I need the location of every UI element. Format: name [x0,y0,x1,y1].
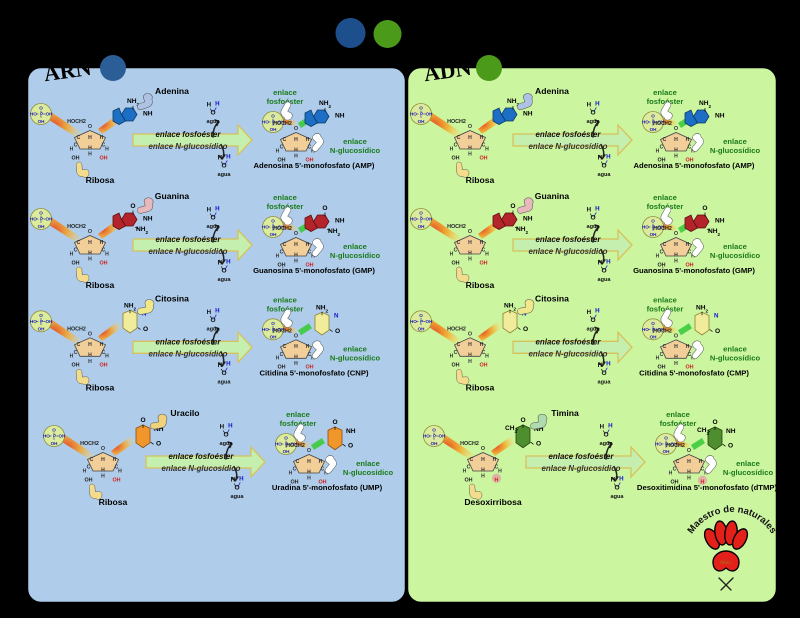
svg-text:Adenosina 5'-monofosfato (AMP): Adenosina 5'-monofosfato (AMP) [634,161,755,170]
svg-text:Ribosa: Ribosa [466,175,495,185]
svg-text:NH: NH [143,111,153,118]
svg-text:enlace: enlace [723,137,747,146]
svg-text:Ribosa: Ribosa [86,382,115,392]
svg-text:NH: NH [726,428,736,435]
svg-text:O: O [712,419,717,426]
svg-text:Ribosa: Ribosa [466,280,495,290]
svg-text:Citosina: Citosina [535,293,569,303]
svg-text:Desoxirribosa: Desoxirribosa [464,497,522,507]
svg-text:O: O [728,443,733,450]
svg-text:enlace fosfoéster: enlace fosfoéster [156,337,222,346]
svg-text:O: O [715,328,720,335]
svg-text:enlace N-glucosídico: enlace N-glucosídico [162,464,241,473]
svg-text:enlace: enlace [666,410,690,419]
svg-text:Guanina: Guanina [155,191,190,201]
svg-text:Uracilo: Uracilo [170,408,199,418]
svg-text:enlace: enlace [273,193,297,202]
svg-text:N-glucosídico: N-glucosídico [343,468,394,477]
svg-text:enlace: enlace [286,410,310,419]
svg-text:enlace: enlace [343,242,367,251]
svg-text:NH: NH [715,218,725,225]
svg-text:O: O [348,443,353,450]
svg-text:Ribosa: Ribosa [86,175,115,185]
svg-text:N-glucosídico: N-glucosídico [723,468,774,477]
svg-text:Uradina 5'-monofosfato (UMP): Uradina 5'-monofosfato (UMP) [272,483,383,492]
svg-text:Desoxitimidina 5'-monofosfato: Desoxitimidina 5'-monofosfato (dTMP) [637,483,778,492]
svg-text:O: O [702,205,707,212]
svg-text:N: N [714,312,719,319]
svg-text:NH: NH [335,218,345,225]
svg-text:N-glucosídico: N-glucosídico [330,251,381,260]
svg-text:enlace N-glucosídico: enlace N-glucosídico [542,464,621,473]
svg-text:enlace fosfoéster: enlace fosfoéster [156,130,222,139]
svg-text:Ribosa: Ribosa [86,280,115,290]
svg-text:O: O [536,441,541,448]
svg-text:Ribosa: Ribosa [99,497,128,507]
svg-text:Muhc: Muhc [719,560,733,566]
svg-text:Adenina: Adenina [155,86,189,96]
svg-text:Citidina 5'-monofosfato (CNP): Citidina 5'-monofosfato (CNP) [259,368,368,377]
svg-text:enlace N-glucosídico: enlace N-glucosídico [529,349,608,358]
svg-text:O: O [332,419,337,426]
svg-text:enlace: enlace [723,242,747,251]
svg-text:enlace N-glucosídico: enlace N-glucosídico [149,142,228,151]
svg-text:Guanosina 5'-monofosfato (GMP): Guanosina 5'-monofosfato (GMP) [253,266,375,275]
svg-text:NH: NH [523,111,533,118]
svg-text:O: O [520,417,525,424]
svg-text:enlace N-glucosídico: enlace N-glucosídico [529,142,608,151]
svg-text:Adenina: Adenina [535,86,569,96]
svg-text:enlace: enlace [653,88,677,97]
svg-text:Ribosa: Ribosa [466,382,495,392]
svg-text:enlace N-glucosídico: enlace N-glucosídico [529,247,608,256]
svg-text:O: O [140,417,145,424]
svg-text:O: O [130,203,135,210]
svg-text:N: N [334,312,339,319]
svg-text:NH: NH [523,216,533,223]
svg-text:N-glucosídico: N-glucosídico [710,146,761,155]
svg-text:O: O [156,441,161,448]
svg-text:enlace: enlace [356,459,380,468]
svg-text:enlace fosfoéster: enlace fosfoéster [536,130,602,139]
svg-text:enlace: enlace [273,295,297,304]
svg-text:enlace: enlace [343,137,367,146]
svg-text:enlace: enlace [653,193,677,202]
svg-text:enlace N-glucosídico: enlace N-glucosídico [149,349,228,358]
svg-text:enlace fosfoéster: enlace fosfoéster [169,452,235,461]
svg-text:enlace fosfoéster: enlace fosfoéster [156,235,222,244]
svg-text:O: O [510,203,515,210]
svg-text:NH: NH [346,428,356,435]
svg-text:Adenosina 5'-monofosfato (AMP): Adenosina 5'-monofosfato (AMP) [254,161,375,170]
svg-text:N-glucosídico: N-glucosídico [710,353,761,362]
svg-text:NH: NH [715,113,725,120]
svg-text:Guanosina 5'-monofosfato (GMP): Guanosina 5'-monofosfato (GMP) [633,266,755,275]
svg-text:enlace: enlace [736,459,760,468]
svg-text:O: O [523,326,528,333]
svg-text:enlace N-glucosídico: enlace N-glucosídico [149,247,228,256]
svg-text:enlace fosfoéster: enlace fosfoéster [549,452,615,461]
svg-text:N-glucosídico: N-glucosídico [330,146,381,155]
svg-text:enlace fosfoéster: enlace fosfoéster [536,337,602,346]
svg-text:NH: NH [335,113,345,120]
svg-text:enlace fosfoéster: enlace fosfoéster [536,235,602,244]
svg-text:O: O [143,326,148,333]
svg-text:Guanina: Guanina [535,191,570,201]
svg-text:Citidina 5'-monofosfato (CMP): Citidina 5'-monofosfato (CMP) [639,368,749,377]
svg-text:enlace: enlace [273,88,297,97]
svg-text:enlace: enlace [723,344,747,353]
svg-text:enlace: enlace [653,295,677,304]
svg-text:NH: NH [143,216,153,223]
svg-text:N-glucosídico: N-glucosídico [710,251,761,260]
svg-text:N-glucosídico: N-glucosídico [330,353,381,362]
svg-text:O: O [322,205,327,212]
svg-text:Citosina: Citosina [155,293,189,303]
svg-text:enlace: enlace [343,344,367,353]
svg-text:O: O [335,328,340,335]
svg-text:Timina: Timina [551,408,579,418]
